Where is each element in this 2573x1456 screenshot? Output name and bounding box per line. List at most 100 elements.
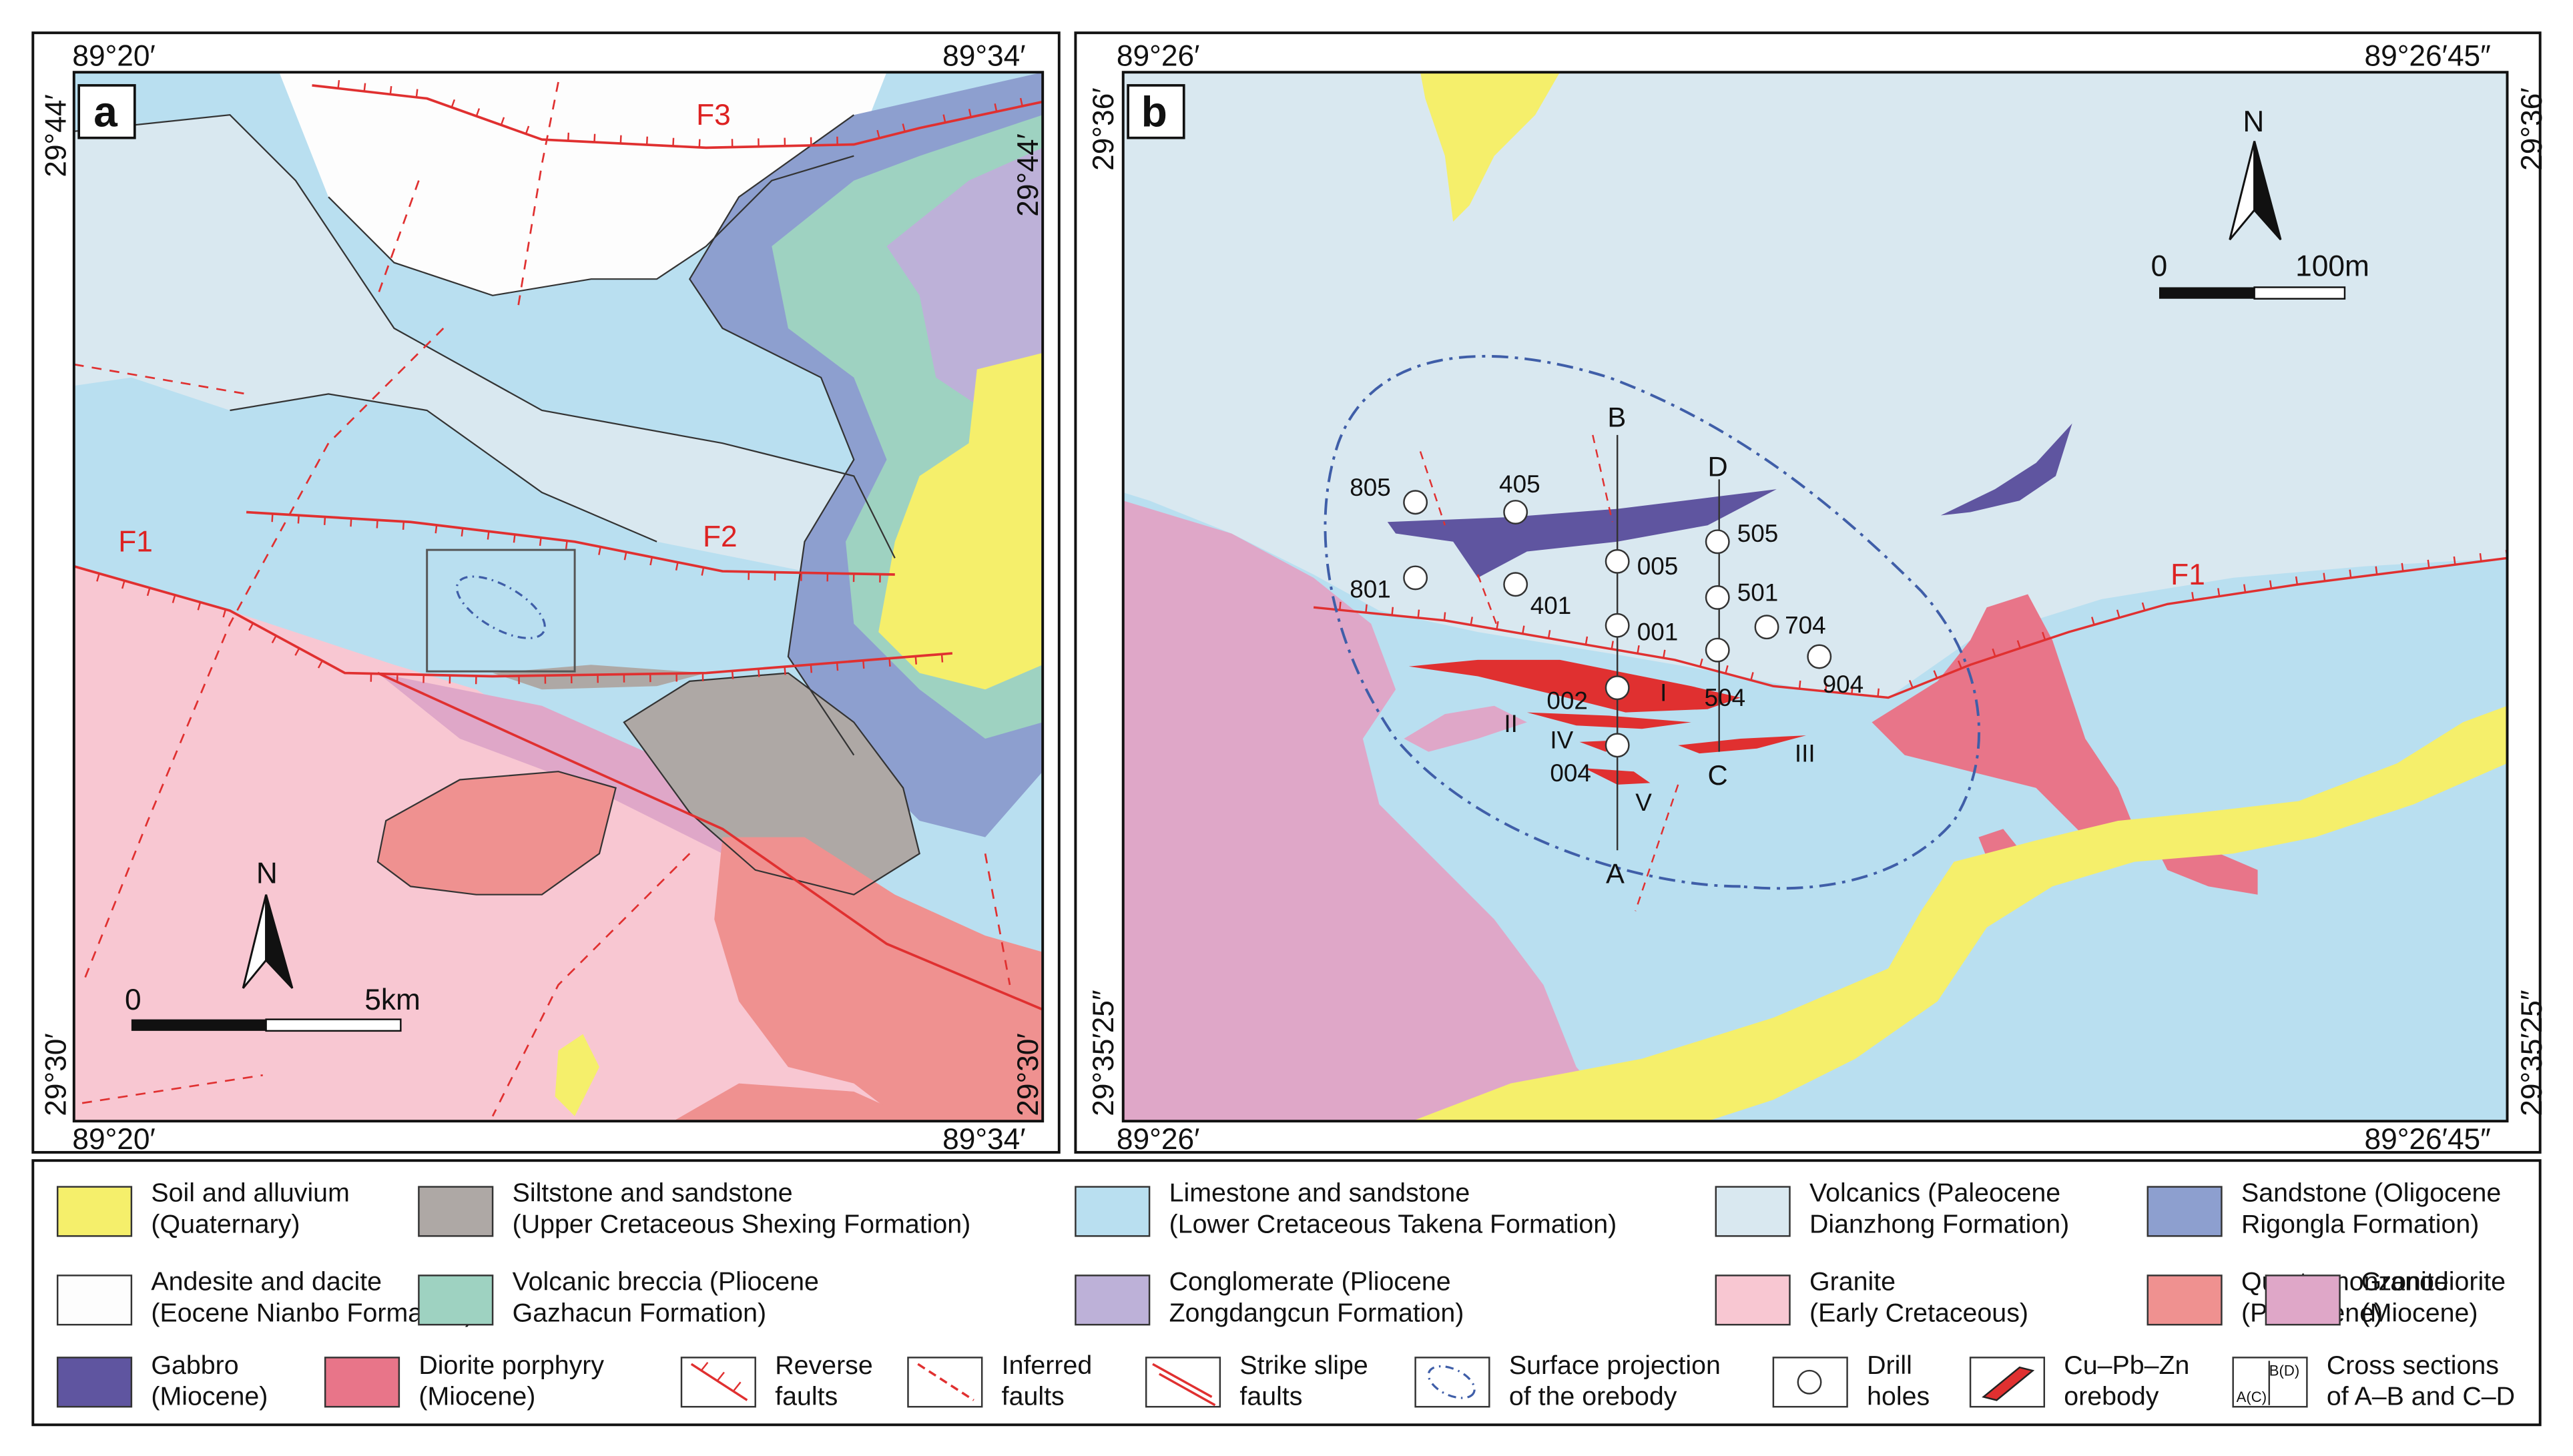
- monzonite-unit: [377, 771, 616, 895]
- drill-hole-904: [1807, 644, 1832, 669]
- fault-tick: [121, 580, 125, 589]
- legend-swatch-5: [56, 1275, 133, 1326]
- legend-item-7-line-0: Conglomerate (Pliocene: [1169, 1267, 1451, 1297]
- scale-bar-a: 0 5km: [125, 984, 420, 1032]
- panel-a-label-box: a: [77, 84, 136, 139]
- svg-text:II: II: [1504, 710, 1518, 737]
- legend-item-10-line-0: Granodiorite: [2361, 1267, 2506, 1297]
- legend-section-top: B(D): [2269, 1362, 2299, 1379]
- drill-holes: [1403, 490, 1832, 758]
- diorite-unit-b: [1872, 594, 2135, 837]
- fault-tick: [1933, 670, 1938, 679]
- legend-item-8-line-0: Granite: [1809, 1267, 1896, 1297]
- fault-tick: [1877, 688, 1880, 697]
- fault-tick: [1611, 641, 1614, 649]
- legend-item-1-line-0: Siltstone and sandstone: [513, 1178, 793, 1208]
- drill-hole-501: [1705, 585, 1730, 610]
- drill-hole-405: [1503, 500, 1528, 524]
- fault-tick: [1798, 680, 1801, 689]
- legend-item-17-line-0: Drill: [1867, 1351, 1912, 1380]
- drill-hole-505: [1705, 529, 1730, 555]
- legend-item-10-line-1: (Miocene): [2361, 1298, 2478, 1327]
- svg-text:405: 405: [1499, 470, 1540, 498]
- reverse-fault-f3: [312, 84, 1043, 149]
- panel-a-coord-top-left: 89°20′: [72, 39, 155, 72]
- fault-tick: [810, 664, 813, 673]
- svg-text:001: 001: [1637, 618, 1679, 645]
- svg-text:005: 005: [1637, 553, 1679, 580]
- andesite-unit: [279, 72, 887, 296]
- legend-item-7-line-1: Zongdangcun Formation): [1169, 1298, 1464, 1327]
- svg-text:0: 0: [2151, 250, 2168, 282]
- panel-b-coord-top-left: 89°26′: [1117, 39, 1199, 72]
- panel-a-coord-bottom-left: 89°20′: [72, 1123, 155, 1156]
- svg-text:904: 904: [1823, 671, 1864, 698]
- panel-a-coord-left-top: 29°44′: [40, 94, 73, 177]
- fault-tick: [862, 660, 865, 669]
- legend-item-17-line-1: holes: [1867, 1382, 1930, 1411]
- panel-b-coord-bottom-left: 89°26′: [1117, 1123, 1199, 1156]
- reverse-fault-f2: [246, 510, 895, 576]
- svg-text:C: C: [1707, 759, 1727, 791]
- panel-a-coord-top-right: 89°34′: [942, 39, 1025, 72]
- legend: Soil and alluvium(Quaternary) Siltstone a…: [56, 1178, 2515, 1411]
- orebody-ii: [1526, 712, 1691, 729]
- fault-tick: [96, 573, 100, 582]
- fault-tick: [376, 520, 378, 528]
- granodiorite-lens-b: [1404, 705, 1527, 752]
- section-labels: B A D C: [1606, 402, 1728, 889]
- legend-item-3-line-1: Dianzhong Formation): [1809, 1209, 2069, 1238]
- legend-symbol: [717, 1371, 725, 1381]
- legend-item-5-line-0: Andesite and dacite: [151, 1267, 382, 1297]
- legend-swatch-1: [418, 1186, 494, 1237]
- panel-a-coord-right-top: 29°44′: [1012, 133, 1045, 216]
- drill-hole-005: [1605, 549, 1630, 574]
- legend-item-16-line-1: of the orebody: [1509, 1382, 1677, 1411]
- fault-tick: [197, 602, 202, 611]
- svg-text:N: N: [256, 857, 278, 889]
- svg-text:I: I: [1660, 679, 1667, 706]
- legend-item-4-line-0: Sandstone (Oligocene: [2241, 1178, 2501, 1208]
- monzonite-unit-3: [673, 1083, 920, 1122]
- legend-symbol: [1797, 1369, 1822, 1395]
- fault-tick: [2116, 609, 2120, 618]
- granodiorite-unit: [377, 673, 740, 854]
- fault-tick: [1958, 660, 1962, 669]
- fault-tick: [836, 662, 839, 671]
- legend-item-15-line-0: Strike slipe: [1239, 1351, 1368, 1380]
- reverse-fault-f1: [73, 565, 953, 678]
- fault-tick: [1824, 683, 1827, 692]
- monzonite-unit-2: [714, 837, 1043, 1122]
- fault-tick: [698, 139, 701, 147]
- fault-tick: [1725, 665, 1729, 674]
- fault-tick: [324, 516, 326, 525]
- svg-text:501: 501: [1737, 579, 1779, 606]
- fault-tick: [902, 123, 906, 132]
- legend-swatch-6: [418, 1275, 494, 1326]
- fault-tick: [701, 567, 705, 576]
- fault-tick: [297, 515, 300, 524]
- svg-text:B: B: [1607, 402, 1626, 433]
- legend-item-4-line-1: Rigongla Formation): [2241, 1209, 2479, 1238]
- unit-boundaries: [73, 114, 920, 895]
- legend-symbol: [1427, 1365, 1476, 1399]
- reverse-fault-f1-b: [1313, 557, 2508, 699]
- legend-swatch-8: [1715, 1275, 1791, 1326]
- panel-b-label-box: b: [1127, 84, 1185, 139]
- fault-tick: [1496, 621, 1499, 630]
- fault-tick: [435, 524, 438, 534]
- fault-label-f1-b: F1: [2171, 559, 2205, 591]
- legend-item-0-line-0: Soil and alluvium: [151, 1178, 349, 1208]
- drill-hole-704: [1754, 615, 1779, 640]
- legend-swatch-11: [56, 1357, 133, 1408]
- svg-text:IV: IV: [1550, 727, 1573, 754]
- fault-tick: [389, 85, 392, 95]
- legend-symbol: [733, 1381, 742, 1391]
- legend-item-18-line-1: orebody: [2064, 1382, 2159, 1411]
- legend-item-18-line-0: Cu–Pb–Zn: [2064, 1351, 2189, 1380]
- fault-tick: [942, 114, 946, 123]
- fault-tick: [2217, 588, 2221, 597]
- fault-tick: [1699, 658, 1703, 667]
- legend-swatch-9: [2147, 1275, 2223, 1326]
- fault-tick: [222, 609, 227, 618]
